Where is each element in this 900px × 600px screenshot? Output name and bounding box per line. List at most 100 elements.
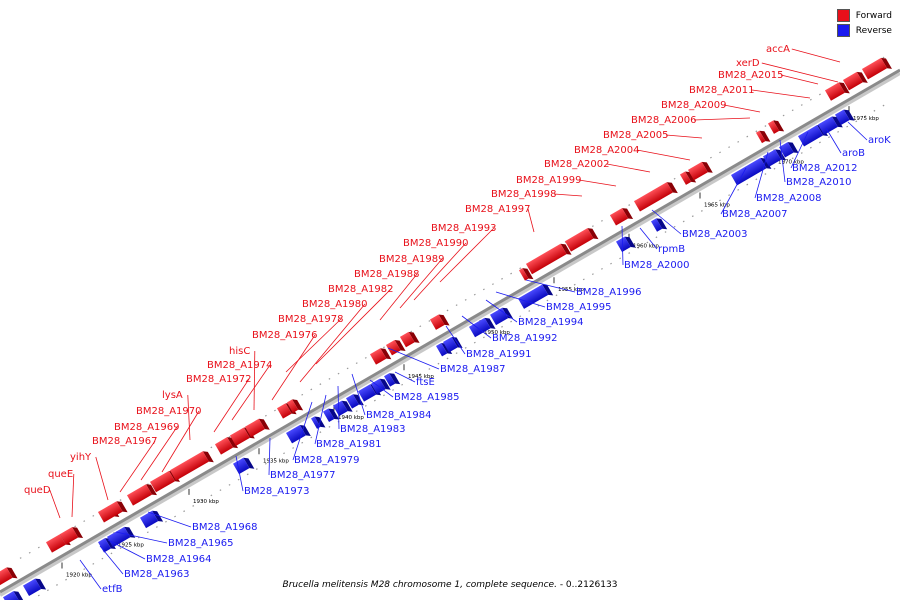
label-leader [268,437,271,476]
reverse-gene-block[interactable] [835,108,855,128]
label-leader [213,378,250,433]
reverse-label-bm28-a1994: BM28_A1994 [518,317,584,328]
forward-label-bm28-a1980: BM28_A1980 [302,299,368,310]
reverse-gene-block[interactable] [3,589,25,600]
reverse-gene-block[interactable] [779,140,799,160]
reverse-gene-block[interactable] [333,399,353,419]
forward-gene-block[interactable] [824,80,850,103]
forward-gene-block[interactable] [369,346,392,367]
reverse-label-ftse: ftsE [416,377,435,388]
tick-label: 1945 kbp [408,374,434,380]
label-leader [525,279,576,293]
caption-range: - 0..2126133 [556,580,618,590]
forward-gene-block[interactable] [59,525,84,547]
reverse-label-bm28-a1987: BM28_A1987 [440,364,506,375]
tick-label: 1925 kbp [118,542,144,548]
forward-label-bm28-a1974: BM28_A1974 [207,360,273,371]
reverse-label-bm28-a2000: BM28_A2000 [624,260,690,271]
reverse-gene-block[interactable] [23,577,47,599]
label-leader [413,242,467,301]
tick-label: 1975 kbp [853,116,879,122]
label-leader [636,149,691,161]
forward-gene-block[interactable] [429,312,450,332]
reverse-gene-block[interactable] [818,114,843,137]
label-leader [147,511,192,528]
tick-label: 1965 kbp [704,203,730,209]
reverse-label-rpmb: rpmB [658,244,685,255]
forward-gene-block[interactable] [609,206,634,228]
label-leader [161,410,200,473]
legend-reverse: Reverse [836,23,892,38]
forward-label-bm28-a2011: BM28_A2011 [689,85,755,96]
forward-gene-block[interactable] [286,397,304,415]
forward-gene-block[interactable] [0,565,18,589]
label-leader [693,117,751,121]
forward-label-bm28-a2005: BM28_A2005 [603,130,669,141]
forward-gene-block[interactable] [244,417,270,440]
forward-gene-block[interactable] [564,226,599,254]
reverse-gene-block[interactable] [286,423,311,446]
forward-gene-block[interactable] [399,330,420,350]
reverse-label-bm28-a2012: BM28_A2012 [792,163,858,174]
label-leader [253,350,256,411]
label-leader [495,291,546,308]
label-leader [720,167,747,215]
label-leader [751,89,811,99]
label-leader [761,62,839,83]
reverse-gene-block[interactable] [518,282,554,311]
reverse-gene-block[interactable] [140,509,164,531]
forward-gene-block[interactable] [633,180,678,214]
forward-label-bm28-a2006: BM28_A2006 [631,115,697,126]
forward-gene-block[interactable] [525,242,572,277]
label-leader [445,325,466,355]
forward-gene-block[interactable] [687,160,713,183]
reverse-label-bm28-a1985: BM28_A1985 [394,392,460,403]
label-leader [578,179,617,187]
label-leader [639,227,658,250]
forward-gene-block[interactable] [169,449,214,483]
forward-label-bm28-a1970: BM28_A1970 [136,406,202,417]
label-leader [95,456,109,501]
forward-gene-block[interactable] [518,266,534,283]
reverse-label-bm28-a1963: BM28_A1963 [124,569,190,580]
forward-gene-block[interactable] [214,435,239,457]
label-leader [140,426,178,481]
gene-features[interactable] [0,56,892,600]
tick-label: 1920 kbp [66,573,92,579]
label-leader [847,121,868,141]
reverse-gene-block[interactable] [323,407,340,425]
forward-gene-block[interactable] [861,56,892,82]
label-leader [439,227,495,283]
reverse-label-bm28-a1984: BM28_A1984 [366,410,432,421]
reverse-label-bm28-a1973: BM28_A1973 [244,486,310,497]
reverse-gene-block[interactable] [651,216,668,234]
reverse-label-bm28-a1964: BM28_A1964 [146,554,212,565]
label-leader [621,225,624,266]
forward-gene-block[interactable] [755,129,771,146]
label-leader [651,209,682,235]
label-leader [379,273,418,321]
reverse-label-bm28-a1996: BM28_A1996 [576,287,642,298]
forward-label-bm28-a1982: BM28_A1982 [328,284,394,295]
label-leader [71,473,75,518]
forward-gene-block[interactable] [767,118,785,136]
reverse-label-bm28-a2010: BM28_A2010 [786,177,852,188]
forward-label-bm28-a1993: BM28_A1993 [431,223,497,234]
strand-legend: Forward Reverse [836,8,892,38]
label-leader [665,134,703,139]
reverse-label-bm28-a2007: BM28_A2007 [722,209,788,220]
label-leader [351,373,366,416]
reverse-gene-block[interactable] [616,235,636,255]
tick-label: 1935 kbp [263,458,289,464]
reverse-gene-block[interactable] [384,371,401,389]
label-leader [387,347,440,370]
forward-gene-block[interactable] [126,482,157,508]
forward-gene-block[interactable] [107,499,128,519]
forward-gene-block[interactable] [679,169,697,187]
label-leader [79,559,102,590]
reverse-gene-block[interactable] [763,147,787,169]
reverse-label-bm28-a2008: BM28_A2008 [756,193,822,204]
forward-gene-block[interactable] [842,70,868,93]
reverse-gene-block[interactable] [469,316,496,340]
